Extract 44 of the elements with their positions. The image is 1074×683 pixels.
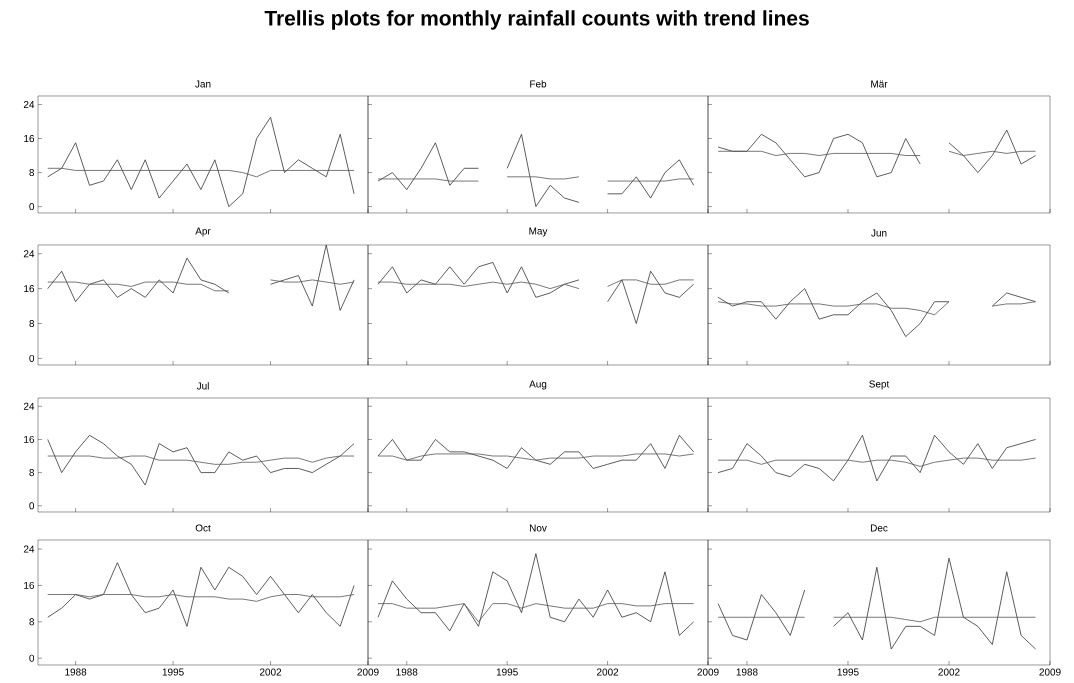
y-tick-label: 8 [29,469,35,477]
y-tick-label: 24 [23,545,35,553]
chart-title: Apr [195,227,211,237]
y-tick-label: 16 [24,581,35,589]
chart-title: Aug [529,380,547,390]
x-tick-label: 1995 [496,668,518,676]
chart-title: Mär [871,80,888,88]
y-tick-label: 0 [29,354,35,362]
x-tick-label: 2009 [697,668,719,676]
y-tick-label: 24 [23,402,35,410]
y-tick-label: 16 [24,135,35,143]
line-series [47,116,355,207]
x-tick-label: 1988 [65,668,87,676]
chart-title: Oct [195,524,211,532]
x-tick-label: 1995 [837,668,859,676]
y-tick-label: 8 [29,169,35,177]
y-tick-label: 16 [24,285,35,293]
x-tick-label: 1988 [736,668,758,676]
y-tick-label: 24 [23,101,35,108]
chart-title: Jun [871,229,887,237]
x-tick-label: 1995 [162,668,184,676]
x-tick-label: 2002 [259,668,282,676]
y-tick-label: 0 [29,203,35,211]
text: Trellis plots for monthly rainfall counts with trend lines [264,10,809,30]
chart-title: Sept [869,380,890,390]
x-tick-label: 2009 [357,668,379,676]
chart-title: Jul [196,382,209,390]
chart-title: Nov [529,524,547,532]
y-tick-label: 24 [23,250,35,258]
chart-title: May [529,227,548,237]
y-tick-label: 8 [29,618,35,626]
x-tick-label: 2002 [938,668,960,676]
chart-title: Jan [195,80,211,88]
x-tick-label: 2002 [597,668,619,676]
line-series [47,434,355,486]
y-tick-label: 0 [29,654,35,662]
chart-title: Dec [870,524,888,532]
y-tick-label: 0 [29,502,35,510]
x-tick-label: 2009 [1039,668,1061,676]
line-series [47,562,355,627]
chart-title: Feb [530,80,547,88]
y-tick-label: 16 [24,435,35,443]
x-tick-label: 1988 [396,668,418,676]
y-tick-label: 8 [29,320,35,328]
